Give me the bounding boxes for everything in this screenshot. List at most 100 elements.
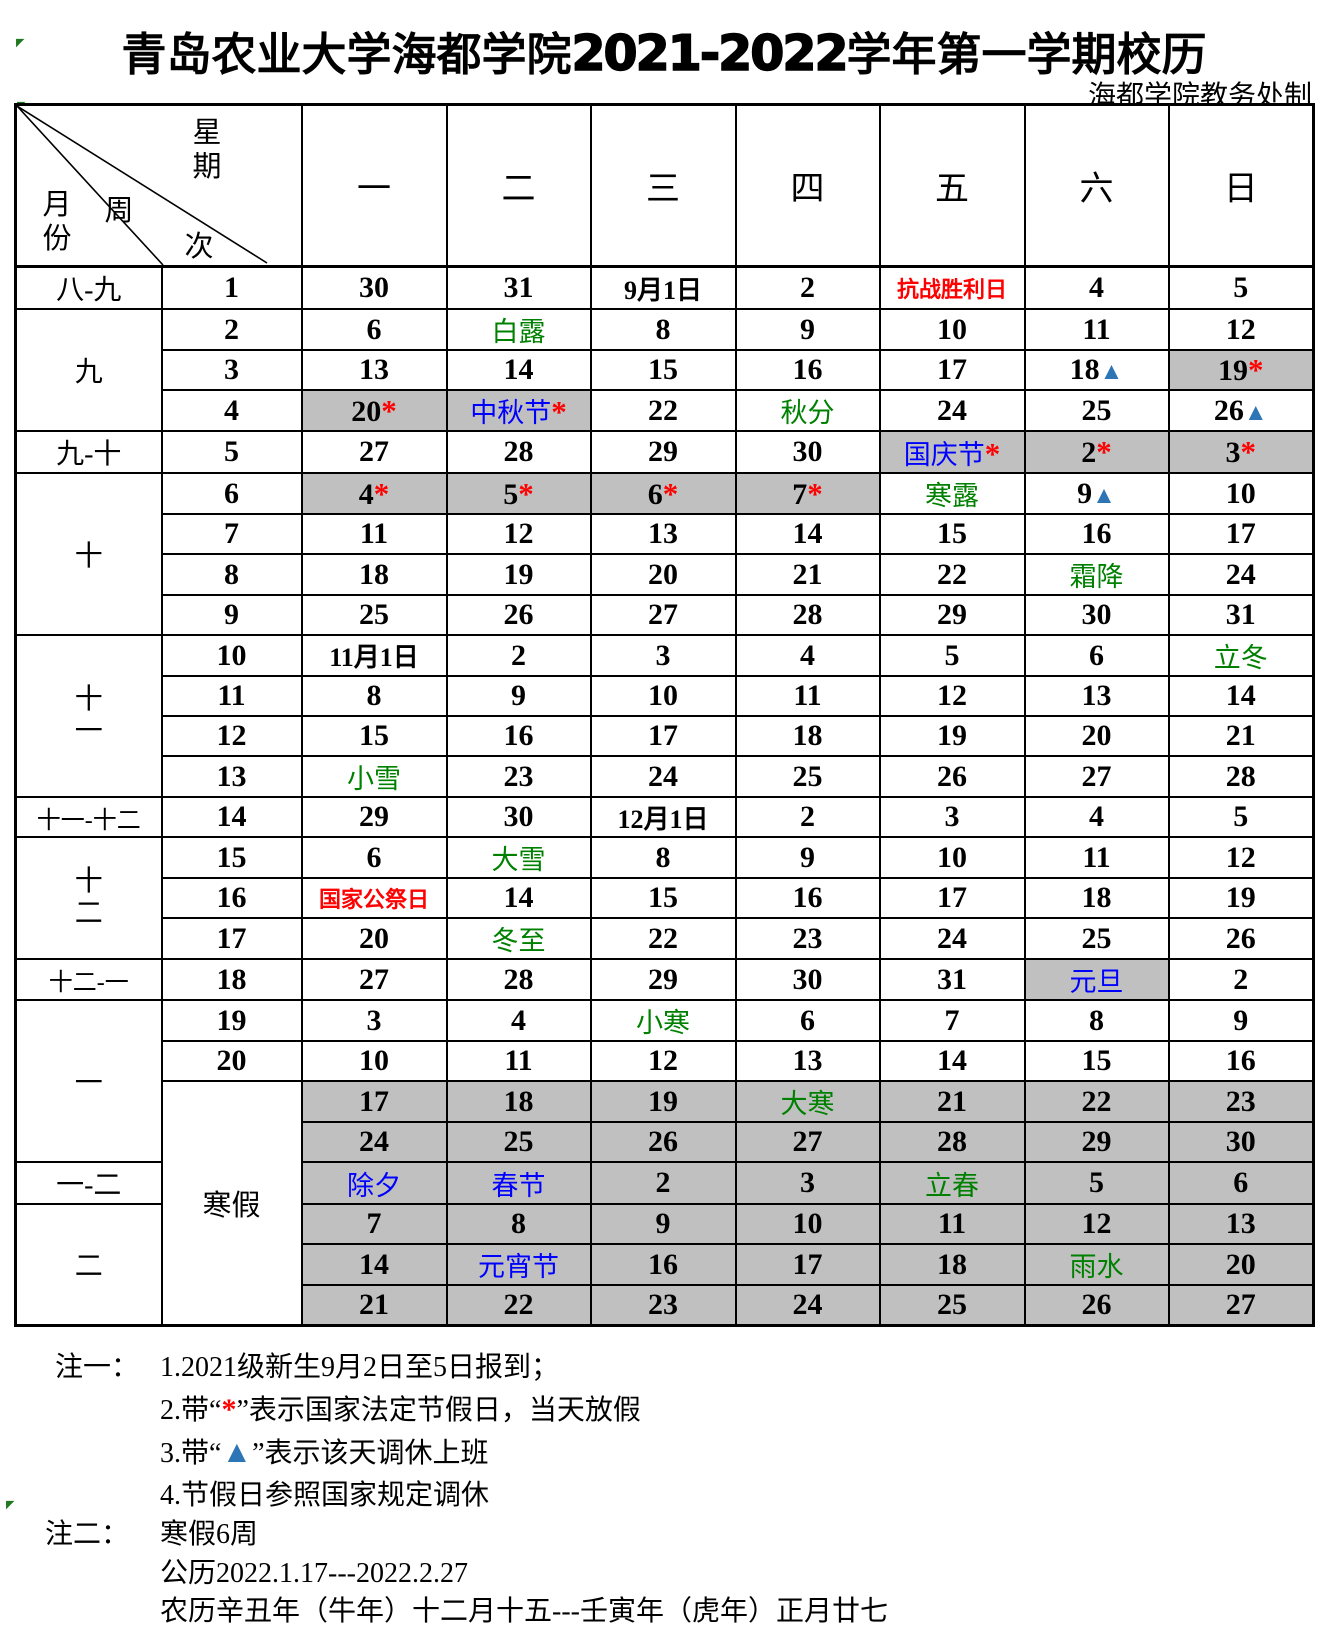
day-cell-text: 中秋节 — [470, 398, 552, 428]
day-cell: 24 — [878, 389, 1026, 432]
day-cell: 12 — [878, 675, 1026, 717]
day-cell: 11 — [445, 1040, 592, 1082]
day-cell: 9月1日 — [589, 265, 737, 310]
day-cell-text: 12 — [1225, 312, 1256, 346]
day-cell-text: 5 — [503, 477, 519, 511]
holiday-star-icon: * — [984, 435, 1001, 471]
day-cell: 13 — [589, 513, 737, 555]
calendar-row: 九 2 6 白露 8 9 10 11 12 — [14, 308, 1315, 432]
day-cell: 14 — [445, 877, 592, 919]
holiday-star-icon: * — [1248, 352, 1264, 387]
day-cell: 19 — [589, 1080, 737, 1123]
day-cell-text: 13 — [359, 353, 389, 386]
calendar-row: 八-九 1 30 31 9月1日 2 抗战胜利日 4 5 — [14, 265, 1315, 310]
calendar-row: 7 11 12 13 14 15 16 17 — [16, 513, 1315, 555]
holiday-star-icon: * — [807, 475, 823, 511]
day-cell: 24 — [734, 1284, 881, 1326]
calendar-row: 8 18 19 20 21 22 霜降 24 — [16, 553, 1315, 596]
day-cell: 14 — [1167, 675, 1315, 717]
day-cell-text: 立冬 — [1213, 643, 1268, 673]
week-number-cell: 14 — [160, 796, 303, 838]
day-cell: 6 — [300, 836, 448, 879]
day-cell-text: 20 — [359, 921, 389, 955]
day-cell-text: 12 — [1081, 1207, 1112, 1240]
day-cell-text: 秋分 — [780, 398, 835, 428]
day-cell-text: 抗战胜利日 — [896, 277, 1007, 302]
day-cell: 13 — [1023, 675, 1170, 717]
day-cell-text: 17 — [937, 353, 967, 386]
day-cell-text: 8 — [655, 840, 671, 874]
month-cell: 十二 — [14, 836, 163, 960]
day-cell: 4 — [1023, 796, 1170, 838]
week-number-cell: 5 — [160, 430, 303, 474]
day-cell-text: 24 — [792, 1287, 823, 1321]
day-cell-text: 11 — [359, 517, 389, 550]
day-cell: 19 — [445, 553, 592, 596]
day-cell: 20 — [1167, 1243, 1315, 1286]
day-cell-text: 雨水 — [1069, 1252, 1124, 1282]
week-number-cell: 1 — [160, 265, 303, 310]
day-cell: 5 — [1167, 796, 1315, 838]
day-cell-text: 17 — [359, 1084, 389, 1118]
day-cell-text: 除夕 — [347, 1170, 401, 1201]
day-cell-text: 18 — [359, 557, 389, 591]
day-cell-text: 31 — [1225, 598, 1256, 631]
day-cell-text: 9月1日 — [623, 275, 702, 305]
day-cell-text: 25 — [937, 1287, 967, 1321]
day-cell: 小雪 — [300, 755, 448, 798]
day-cell-text: 22 — [503, 1287, 534, 1321]
day-cell-text: 24 — [648, 759, 678, 793]
day-cell: 2 — [1167, 958, 1315, 1001]
note2-item3: 农历辛丑年（牛年）十二月十五---壬寅年（虎年）正月廿七 — [160, 1596, 888, 1626]
day-cell-text: 国庆节 — [903, 439, 985, 470]
weekday-header-tue: 二 — [445, 103, 592, 268]
holiday-star-icon: * — [1096, 434, 1112, 469]
holiday-star-icon: * — [1240, 434, 1257, 469]
day-cell-text: 立春 — [925, 1170, 979, 1201]
day-cell: 28 — [734, 594, 881, 636]
day-cell: 21 — [1167, 715, 1315, 757]
day-cell-text: 27 — [1225, 1287, 1256, 1321]
day-cell-text: 3 — [366, 1003, 382, 1037]
day-cell-text: 25 — [1081, 921, 1112, 955]
day-cell-text: 4 — [358, 477, 374, 511]
note1-label: 注一： — [55, 1352, 140, 1383]
day-cell: 23 — [589, 1284, 737, 1326]
day-cell: 9 — [734, 308, 881, 351]
day-cell-text: 9 — [1233, 1003, 1249, 1037]
day-cell-text: 11 — [504, 1044, 533, 1077]
month-cell: 九-十 — [14, 430, 163, 474]
day-cell-text: 16 — [1225, 1044, 1256, 1077]
day-cell: 8 — [1023, 999, 1170, 1042]
note1-item3-pre: 3.带“ — [160, 1438, 222, 1469]
calendar-row: 二 7 8 9 10 11 12 13 — [14, 1203, 1315, 1326]
calendar-row: 十二 15 6 大雪 8 9 10 11 12 — [14, 836, 1315, 960]
day-cell: 11 — [1023, 836, 1170, 879]
day-cell: 22 — [589, 389, 737, 432]
day-cell-text: 30 — [792, 435, 823, 468]
day-cell: 12 — [1167, 836, 1315, 879]
day-cell: 2 — [734, 265, 881, 310]
day-cell-text: 6 — [647, 477, 663, 511]
day-cell: 22 — [878, 553, 1026, 596]
day-cell: 11 — [878, 1203, 1026, 1245]
day-cell-text: 18 — [1081, 881, 1112, 914]
day-cell-text: 大雪 — [491, 845, 546, 875]
day-cell: 26▲ — [1167, 389, 1315, 432]
day-cell-text: 13 — [792, 1044, 823, 1077]
day-cell: 18 — [1023, 877, 1170, 919]
day-cell: 10 — [300, 1040, 448, 1082]
calendar-row: 十一-十二 14 29 30 12月1日 2 3 4 5 — [14, 796, 1315, 838]
day-cell: 7 — [878, 999, 1026, 1042]
day-cell: 16 — [734, 349, 881, 391]
day-cell: 12月1日 — [589, 796, 737, 838]
day-cell-text: 22 — [648, 921, 678, 955]
day-cell-text: 28 — [1225, 759, 1256, 793]
day-cell-text: 22 — [648, 393, 678, 427]
day-cell: 28 — [445, 958, 592, 1001]
day-cell-text: 26 — [1081, 1287, 1112, 1321]
day-cell: 9▲ — [1023, 472, 1170, 515]
note1-item3-post: ”表示该天调休上班 — [252, 1438, 489, 1469]
day-cell: 8 — [589, 836, 737, 879]
day-cell: 冬至 — [445, 917, 592, 960]
